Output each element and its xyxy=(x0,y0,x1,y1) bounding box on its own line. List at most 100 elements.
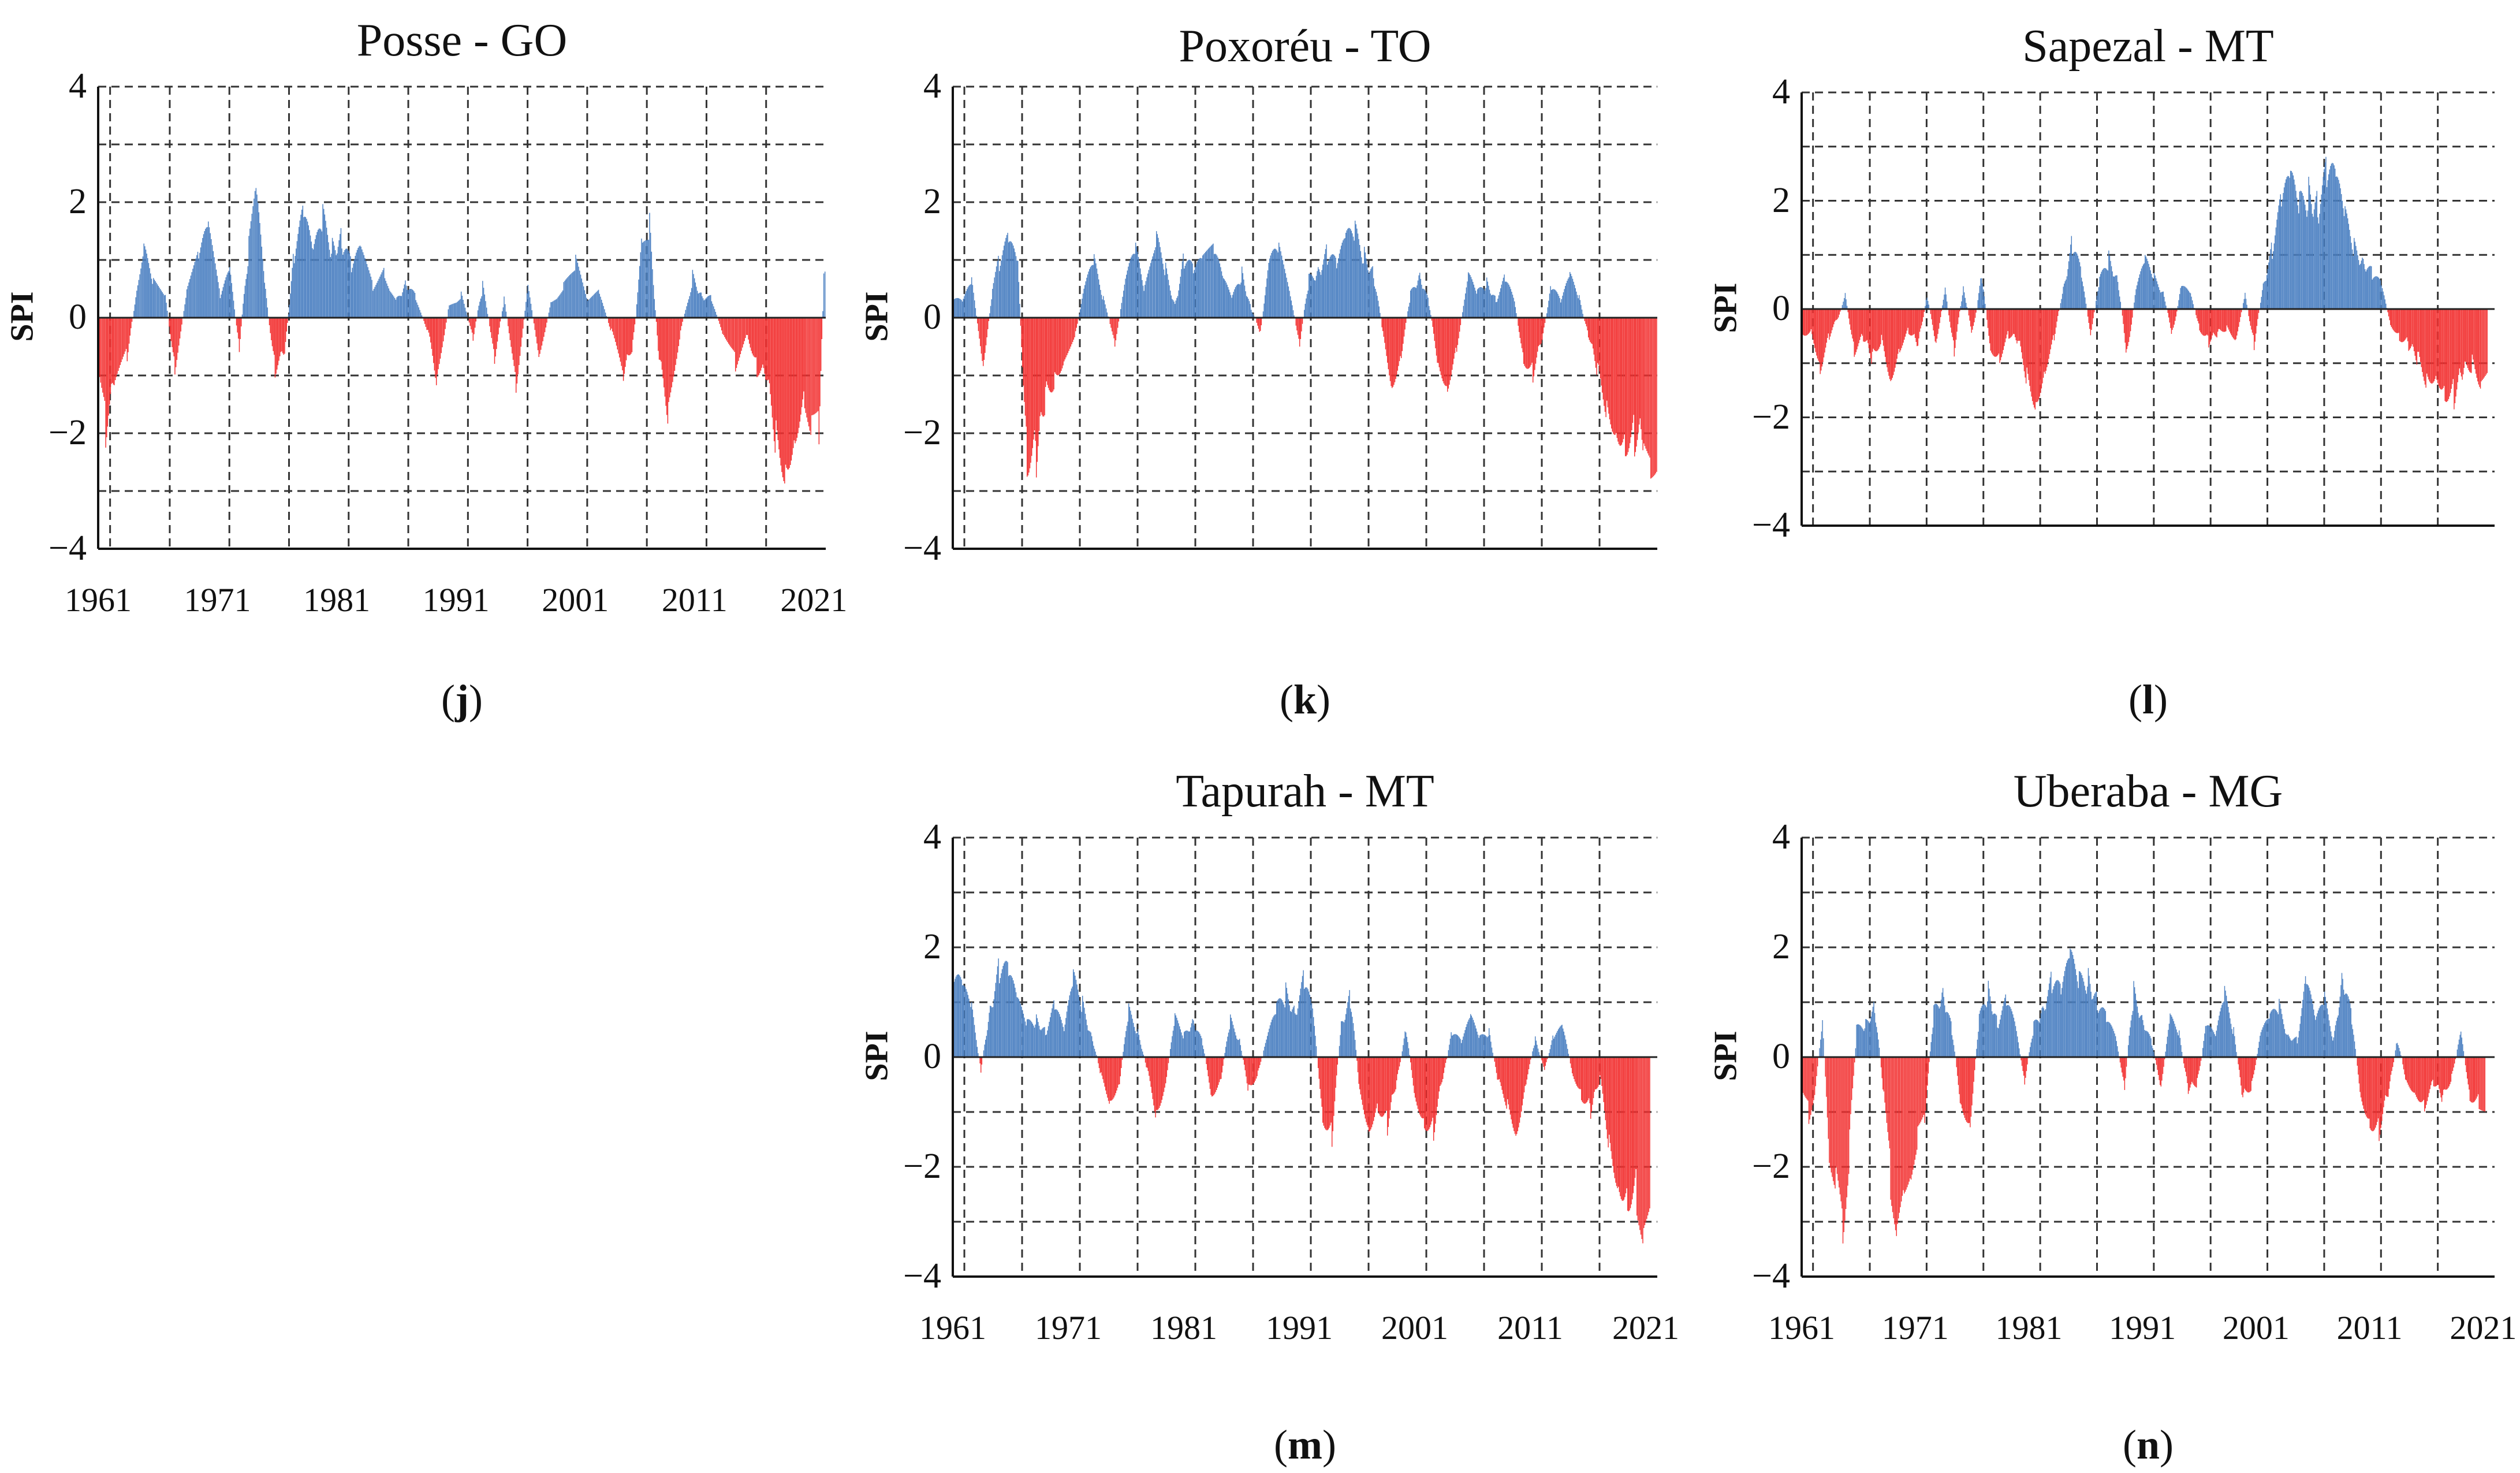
spi-bar xyxy=(2250,1057,2251,1091)
spi-bar xyxy=(1293,315,1295,318)
spi-bar xyxy=(413,291,415,318)
spi-bar xyxy=(2331,163,2332,309)
spi-bar xyxy=(1542,1057,1544,1063)
spi-bar xyxy=(1389,318,1391,381)
spi-bar xyxy=(2135,994,2136,1057)
spi-bar xyxy=(1494,295,1496,318)
spi-bar xyxy=(1888,1057,1889,1141)
spi-bar xyxy=(578,266,579,318)
spi-bar xyxy=(479,302,480,318)
spi-bar xyxy=(1134,1026,1135,1057)
spi-bar xyxy=(1336,268,1337,318)
spi-bar xyxy=(2062,293,2063,309)
spi-bar xyxy=(1024,318,1026,416)
spi-bar xyxy=(1311,1003,1313,1057)
spi-bar xyxy=(1024,1021,1026,1057)
spi-bar xyxy=(2333,165,2335,309)
spi-bar xyxy=(493,318,494,349)
x-tick-label: 2021 xyxy=(1612,1309,1679,1346)
spi-bar xyxy=(1837,309,1839,318)
spi-bar xyxy=(1858,1024,1859,1057)
spi-bar xyxy=(1586,318,1587,327)
spi-bar xyxy=(1565,283,1567,318)
spi-bar xyxy=(1139,1040,1140,1057)
spi-bar xyxy=(1937,309,1939,334)
spi-bar xyxy=(1925,1057,1926,1111)
spi-bar xyxy=(724,318,725,337)
spi-bar xyxy=(685,310,687,318)
spi-bar xyxy=(2487,309,2488,373)
spi-bar xyxy=(1091,265,1093,318)
spi-bar xyxy=(1869,309,1870,354)
spi-bar xyxy=(330,257,331,318)
spi-bar xyxy=(1492,295,1493,318)
spi-bar xyxy=(1000,266,1001,318)
spi-bar xyxy=(396,297,397,318)
spi-bar xyxy=(2016,1036,2018,1057)
spi-bar xyxy=(1866,1019,1867,1057)
spi-bar xyxy=(2034,309,2036,410)
spi-bar xyxy=(245,279,247,318)
spi-bar xyxy=(573,271,575,318)
spi-bar xyxy=(1070,991,1071,1057)
spi-bar xyxy=(206,227,207,318)
spi-bar xyxy=(1164,275,1165,318)
spi-bar xyxy=(2342,979,2343,1057)
spi-bar xyxy=(539,318,540,354)
spi-bar xyxy=(2387,309,2388,313)
spi-bar xyxy=(601,299,602,318)
spi-bar xyxy=(1465,293,1466,318)
spi-bar xyxy=(602,303,603,318)
spi-bar xyxy=(1217,1057,1218,1088)
spi-bar xyxy=(970,1007,971,1057)
spi-bar xyxy=(1259,1057,1261,1065)
spi-bar xyxy=(1371,1057,1373,1128)
spi-bar xyxy=(2450,309,2451,393)
spi-bar xyxy=(1490,1041,1492,1057)
spi-bar xyxy=(632,318,633,340)
spi-bar xyxy=(2198,309,2200,323)
spi-bar xyxy=(2109,1023,2111,1057)
spi-bar xyxy=(1269,258,1270,318)
spi-bar xyxy=(765,318,766,380)
spi-bar xyxy=(1350,229,1351,318)
spi-bar xyxy=(2022,309,2023,359)
spi-bar xyxy=(973,1017,974,1057)
spi-bar xyxy=(710,295,711,318)
spi-bar xyxy=(1274,1014,1276,1057)
spi-bar xyxy=(2087,309,2089,317)
spi-bar xyxy=(333,241,334,318)
spi-bar xyxy=(1530,1057,1531,1060)
spi-bar xyxy=(1418,1057,1419,1112)
spi-bar xyxy=(429,318,430,337)
spi-bar xyxy=(2358,260,2359,309)
spi-bar xyxy=(1609,1057,1611,1143)
y-tick-label: −4 xyxy=(49,529,87,568)
spi-bar xyxy=(1993,309,1995,357)
spi-bar xyxy=(2425,309,2426,388)
spi-bar xyxy=(443,318,445,336)
spi-bar xyxy=(1339,1046,1340,1057)
spi-bar xyxy=(2318,223,2320,309)
spi-bar xyxy=(226,274,228,318)
spi-bar xyxy=(605,313,606,318)
spi-bar xyxy=(2305,976,2306,1057)
spi-bar xyxy=(1803,309,1805,336)
spi-bar xyxy=(1844,293,1846,309)
spi-bar xyxy=(1605,318,1606,418)
spi-bar xyxy=(2301,191,2302,309)
spi-bar xyxy=(551,302,553,318)
spi-bar xyxy=(2103,269,2104,309)
spi-bar xyxy=(2370,1057,2372,1130)
spi-bar xyxy=(2011,309,2012,337)
spi-bar xyxy=(2104,1009,2105,1057)
spi-bar xyxy=(2261,1029,2262,1057)
spi-bar xyxy=(1874,309,1876,351)
spi-bar xyxy=(729,318,730,345)
spi-bar xyxy=(1095,263,1097,318)
spi-bar xyxy=(1921,1057,1922,1120)
spi-bar xyxy=(1562,295,1563,318)
spi-bar xyxy=(1901,309,1902,348)
spi-bar xyxy=(1653,318,1654,477)
spi-bar xyxy=(2067,960,2068,1057)
